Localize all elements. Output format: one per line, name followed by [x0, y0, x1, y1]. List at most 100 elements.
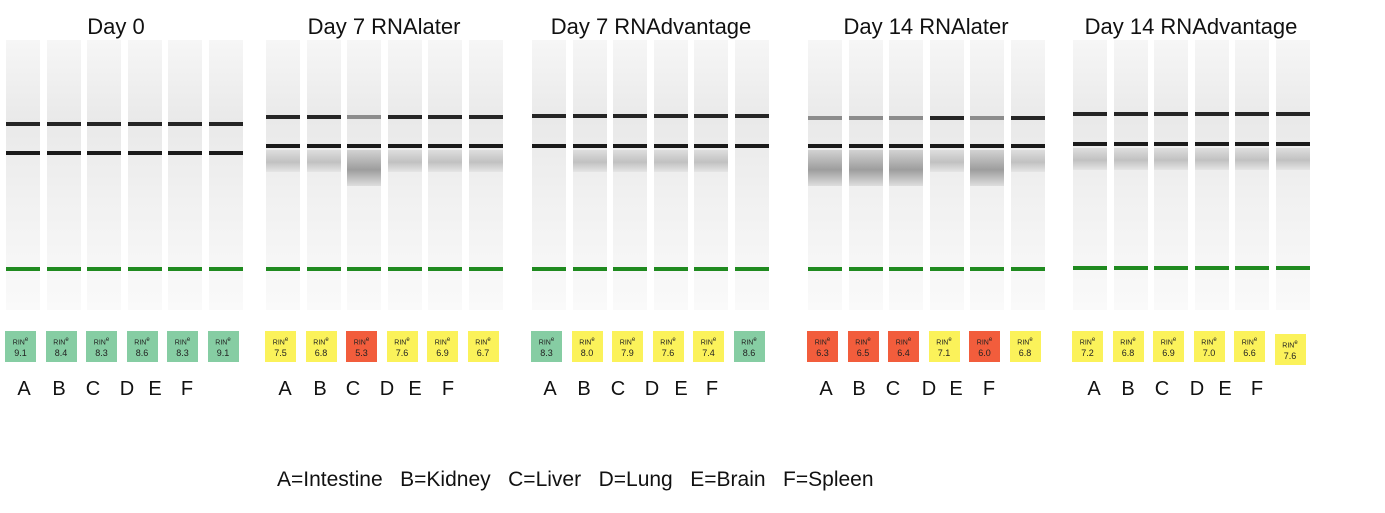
upper-band [1010, 116, 1045, 120]
marker-band [46, 267, 81, 271]
lower-band [889, 144, 923, 148]
rin-badge: RINe 8.4 [45, 331, 77, 362]
lower-band [613, 144, 647, 148]
upper-band [808, 116, 842, 120]
upper-band [1073, 112, 1107, 116]
rin-label: RINe [660, 337, 676, 347]
rin-superscript: e [1091, 337, 1096, 343]
gel-lane [168, 40, 202, 310]
rin-label: RINe [272, 337, 289, 347]
rin-badge: RINe 7.9 [612, 331, 643, 362]
gel-lane [572, 40, 607, 310]
group-title: Day 14 RNAlater [843, 14, 1009, 39]
lane-letter: C [345, 378, 361, 400]
marker-band [1073, 266, 1107, 270]
gel-lane [653, 40, 688, 310]
lower-band [970, 144, 1004, 148]
degradation-smear [306, 150, 341, 172]
rin-badge: RINe 8.0 [571, 331, 603, 362]
rin-superscript: e [284, 337, 289, 343]
upper-band [1275, 112, 1310, 116]
marker-band [808, 267, 842, 271]
marker-band [127, 267, 162, 271]
rin-badge: RINe 6.6 [1234, 331, 1265, 362]
rin-superscript: e [948, 337, 952, 343]
rin-label: RINe [1282, 340, 1298, 350]
marker-band [306, 267, 341, 271]
upper-band [1113, 112, 1148, 116]
upper-band [87, 122, 121, 126]
group-title: Day 14 RNAdvantage [1084, 14, 1298, 39]
lane-letter: C [85, 378, 101, 400]
marker-band [266, 267, 300, 271]
gel-lane [734, 40, 769, 310]
gel-lane [613, 40, 647, 310]
marker-band [87, 267, 121, 271]
rin-badge: RINe 5.3 [346, 331, 377, 362]
rin-superscript: e [1294, 340, 1298, 346]
lane-letter: F [441, 378, 455, 400]
upper-band [468, 115, 503, 119]
rin-badge: RINe 9.1 [207, 331, 239, 362]
upper-band [347, 115, 381, 119]
upper-band [168, 122, 202, 126]
rin-label: RINe [215, 337, 231, 347]
upper-band [970, 116, 1004, 120]
marker-band [613, 267, 647, 271]
lane-letter: B [577, 378, 591, 400]
marker-band [208, 267, 243, 271]
lower-band [387, 144, 422, 148]
rin-superscript: e [146, 337, 150, 343]
gel-lane [694, 40, 728, 310]
marker-band [848, 267, 883, 271]
rin-badge: RINe 7.1 [928, 331, 960, 362]
gel-lane [1010, 40, 1045, 310]
upper-band [428, 115, 462, 119]
rin-badge: RINe 6.9 [1153, 331, 1184, 362]
lane-letter: B [313, 378, 327, 400]
rin-value: 9.1 [14, 348, 27, 359]
rin-superscript: e [65, 337, 69, 343]
marker-band [532, 267, 566, 271]
rin-value: 6.8 [314, 348, 328, 359]
rin-badge: RINe 8.3 [167, 331, 198, 362]
rin-label: RINe [814, 337, 831, 347]
rin-badge: RINe 6.8 [1009, 331, 1041, 362]
rin-superscript: e [1029, 337, 1033, 343]
lane-letter: F [982, 378, 996, 400]
rin-superscript: e [446, 337, 451, 343]
marker-band [168, 267, 202, 271]
lane-letter: A [17, 378, 31, 400]
lane-letter: F [180, 378, 194, 400]
marker-band [889, 267, 923, 271]
rin-badge: RINe 6.9 [427, 331, 458, 362]
upper-band [613, 114, 647, 118]
rin-value: 6.8 [1018, 348, 1032, 359]
lane-letter: F [1250, 378, 1264, 400]
rin-value: 8.6 [135, 348, 149, 359]
rin-superscript: e [712, 337, 717, 343]
lower-band [1275, 142, 1310, 146]
rin-badge: RINe 7.2 [1072, 331, 1103, 362]
marker-band [653, 267, 688, 271]
rin-superscript: e [631, 337, 636, 343]
lane-letter: D [379, 378, 395, 400]
rin-label: RINe [700, 337, 717, 347]
rin-badge: RINe 7.6 [652, 331, 684, 362]
rin-value: 7.9 [621, 348, 634, 359]
degradation-smear [1073, 148, 1107, 170]
lower-band [848, 144, 883, 148]
rin-label: RINe [313, 337, 329, 347]
rin-value: 7.0 [1202, 348, 1216, 359]
rin-label: RINe [855, 337, 871, 347]
rin-value: 7.6 [1283, 351, 1297, 362]
rin-label: RINe [134, 337, 150, 347]
rin-superscript: e [672, 337, 676, 343]
degradation-smear [1194, 148, 1229, 170]
rin-label: RINe [394, 337, 410, 347]
gel-lane [929, 40, 964, 310]
gel-lane [87, 40, 121, 310]
marker-band [468, 267, 503, 271]
gel-lane [1113, 40, 1148, 310]
